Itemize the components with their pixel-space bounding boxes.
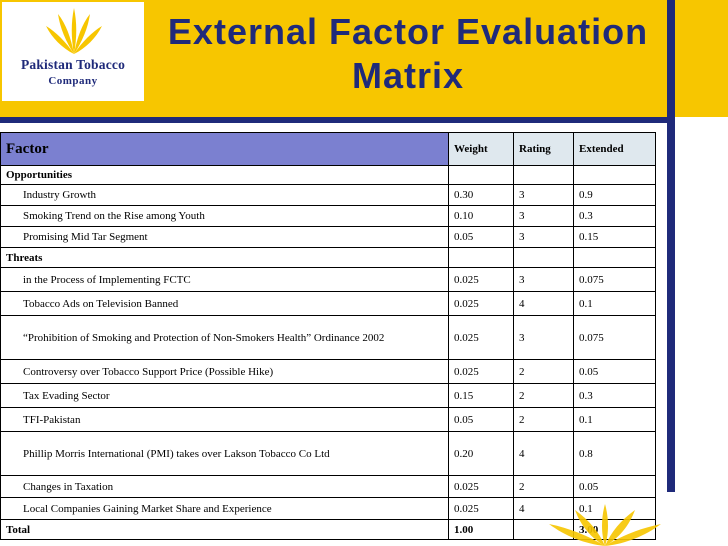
table-row: TFI-Pakistan 0.05 2 0.1 xyxy=(0,407,656,432)
weight-cell: 0.05 xyxy=(448,226,514,248)
section-label: Threats xyxy=(0,247,449,268)
factor-cell: Phillip Morris International (PMI) takes… xyxy=(0,431,449,476)
weight-cell: 0.025 xyxy=(448,475,514,498)
extended-cell: 0.8 xyxy=(573,431,656,476)
factor-cell: TFI-Pakistan xyxy=(0,407,449,432)
weight-cell: 0.025 xyxy=(448,315,514,360)
extended-cell: 0.3 xyxy=(573,383,656,408)
factor-cell: Smoking Trend on the Rise among Youth xyxy=(0,205,449,227)
weight-cell: 0.025 xyxy=(448,267,514,292)
table-row: Promising Mid Tar Segment 0.05 3 0.15 xyxy=(0,226,656,248)
rating-cell: 4 xyxy=(513,291,574,316)
rating-cell: 3 xyxy=(513,267,574,292)
table-header-row: Factor Weight Rating Extended xyxy=(0,132,656,166)
table-row: Phillip Morris International (PMI) takes… xyxy=(0,431,656,476)
tobacco-plant-decoration xyxy=(549,504,661,546)
vertical-accent-bar xyxy=(667,0,675,492)
table-row: Tobacco Ads on Television Banned 0.025 4… xyxy=(0,291,656,316)
rating-cell: 2 xyxy=(513,475,574,498)
factor-cell: Changes in Taxation xyxy=(0,475,449,498)
section-row-threats: Threats xyxy=(0,247,656,268)
factor-cell: Controversy over Tobacco Support Price (… xyxy=(0,359,449,384)
factor-cell: in the Process of Implementing FCTC xyxy=(0,267,449,292)
factor-cell: Local Companies Gaining Market Share and… xyxy=(0,497,449,520)
factor-cell: Tax Evading Sector xyxy=(0,383,449,408)
extended-cell: 0.15 xyxy=(573,226,656,248)
page-title: External Factor Evaluation Matrix xyxy=(148,10,668,98)
column-header-extended: Extended xyxy=(573,132,656,166)
column-header-factor: Factor xyxy=(0,132,449,166)
extended-cell: 0.9 xyxy=(573,184,656,206)
extended-cell: 0.1 xyxy=(573,407,656,432)
weight-cell: 0.20 xyxy=(448,431,514,476)
section-label: Opportunities xyxy=(0,165,449,185)
table-row: “Prohibition of Smoking and Protection o… xyxy=(0,315,656,360)
title-line2: Matrix xyxy=(351,55,465,96)
rating-cell: 2 xyxy=(513,383,574,408)
tobacco-leaf-icon xyxy=(46,8,102,54)
total-label: Total xyxy=(0,519,449,540)
weight-cell: 0.025 xyxy=(448,291,514,316)
header-banner: Pakistan Tobacco Company External Factor… xyxy=(0,0,728,117)
logo-text-line2: Company xyxy=(48,75,98,87)
weight-cell: 0.05 xyxy=(448,407,514,432)
rating-cell: 4 xyxy=(513,431,574,476)
weight-cell: 0.025 xyxy=(448,359,514,384)
factor-cell: Industry Growth xyxy=(0,184,449,206)
extended-cell: 0.05 xyxy=(573,359,656,384)
factor-cell: Tobacco Ads on Television Banned xyxy=(0,291,449,316)
table-row: Smoking Trend on the Rise among Youth 0.… xyxy=(0,205,656,227)
table-row: Controversy over Tobacco Support Price (… xyxy=(0,359,656,384)
table-row: Industry Growth 0.30 3 0.9 xyxy=(0,184,656,206)
extended-cell: 0.075 xyxy=(573,267,656,292)
company-logo: Pakistan Tobacco Company xyxy=(2,2,144,101)
rating-cell: 3 xyxy=(513,184,574,206)
extended-cell: 0.1 xyxy=(573,291,656,316)
efe-matrix-table: Factor Weight Rating Extended Opportunit… xyxy=(0,132,656,540)
table-row: Tax Evading Sector 0.15 2 0.3 xyxy=(0,383,656,408)
rating-cell: 3 xyxy=(513,205,574,227)
weight-cell: 0.025 xyxy=(448,497,514,520)
weight-cell: 0.10 xyxy=(448,205,514,227)
horizontal-accent-bar xyxy=(0,117,675,123)
title-line1: External Factor Evaluation xyxy=(167,11,649,52)
extended-cell: 0.05 xyxy=(573,475,656,498)
weight-cell: 0.15 xyxy=(448,383,514,408)
rating-cell: 3 xyxy=(513,315,574,360)
rating-cell: 2 xyxy=(513,359,574,384)
total-weight: 1.00 xyxy=(448,519,514,540)
extended-cell: 0.075 xyxy=(573,315,656,360)
table-row: Changes in Taxation 0.025 2 0.05 xyxy=(0,475,656,498)
weight-cell: 0.30 xyxy=(448,184,514,206)
factor-cell: “Prohibition of Smoking and Protection o… xyxy=(0,315,449,360)
column-header-weight: Weight xyxy=(448,132,514,166)
factor-cell: Promising Mid Tar Segment xyxy=(0,226,449,248)
column-header-rating: Rating xyxy=(513,132,574,166)
rating-cell: 3 xyxy=(513,226,574,248)
section-row-opportunities: Opportunities xyxy=(0,165,656,185)
table-row: in the Process of Implementing FCTC 0.02… xyxy=(0,267,656,292)
extended-cell: 0.3 xyxy=(573,205,656,227)
rating-cell: 2 xyxy=(513,407,574,432)
logo-text-line1: Pakistan Tobacco xyxy=(20,57,126,72)
